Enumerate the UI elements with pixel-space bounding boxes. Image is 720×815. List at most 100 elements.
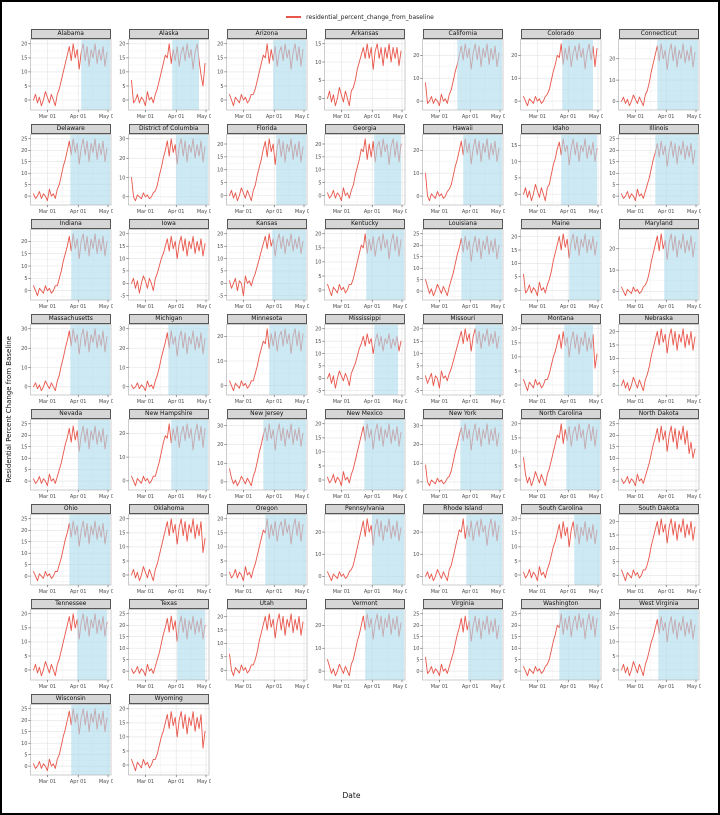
facet-florida: Florida 0 5 10 15 20 Mar 01 Apr 01 May 01 [211,124,309,219]
svg-text:20: 20 [119,156,125,162]
svg-text:Mar 01: Mar 01 [39,304,56,310]
svg-text:20: 20 [511,53,517,59]
facet-new-jersey: New Jersey 0 10 20 30 Mar 01 Apr 01 May 01 [211,409,309,504]
facet-strip: Delaware [30,124,111,134]
svg-text:Mar 01: Mar 01 [235,304,252,310]
facet-strip: Florida [226,124,307,134]
facet-strip: Kansas [226,219,307,229]
svg-text:10: 10 [315,60,321,66]
facet-panel: 0 10 20 Mar 01 Apr 01 May 01 [119,419,211,500]
svg-text:20: 20 [413,327,419,333]
facet-connecticut: Connecticut 0 10 20 Mar 01 Apr 01 May 01 [603,29,701,124]
facet-panel: -5 0 5 10 15 20 Mar 01 Apr 01 May 01 [217,229,309,310]
svg-text:Mar 01: Mar 01 [529,209,546,215]
svg-text:15: 15 [315,339,321,345]
facet-strip: New Jersey [226,409,307,419]
svg-text:May 01: May 01 [99,399,113,405]
svg-text:10: 10 [21,640,27,646]
svg-text:0: 0 [514,288,517,294]
svg-text:25: 25 [511,612,517,618]
svg-text:10: 10 [413,266,419,272]
svg-text:25: 25 [21,422,27,428]
svg-text:Mar 01: Mar 01 [529,399,546,405]
svg-text:0: 0 [416,99,419,105]
svg-text:20: 20 [119,346,125,352]
svg-text:Mar 01: Mar 01 [333,304,350,310]
facet-panel: 0 10 20 30 Mar 01 Apr 01 May 01 [217,419,309,500]
svg-text:30: 30 [21,327,27,333]
svg-text:Mar 01: Mar 01 [137,209,154,215]
svg-text:Apr 01: Apr 01 [658,589,675,595]
facet-panel: 0 5 10 15 20 25 Mar 01 Apr 01 May 01 [21,704,113,785]
svg-text:May 01: May 01 [197,399,211,405]
svg-text:10: 10 [21,365,27,371]
facet-panel: -5 0 5 10 15 20 Mar 01 Apr 01 May 01 [119,229,211,310]
facet-panel: 0 5 10 15 20 Mar 01 Apr 01 May 01 [217,514,309,595]
facet-strip: Illinois [618,124,699,134]
svg-text:15: 15 [511,341,517,347]
svg-text:20: 20 [413,243,419,249]
svg-text:20: 20 [119,232,125,238]
svg-text:-5: -5 [121,294,126,300]
svg-text:20: 20 [119,431,125,437]
svg-text:10: 10 [119,455,125,461]
svg-text:0: 0 [24,385,27,391]
svg-text:0: 0 [318,193,321,199]
svg-text:May 01: May 01 [197,779,211,785]
facet-nevada: Nevada 0 5 10 15 20 25 Mar 01 Apr 01 May 01 [15,409,113,504]
svg-text:15: 15 [609,626,615,632]
svg-text:20: 20 [413,442,419,448]
svg-text:0: 0 [122,385,125,391]
svg-text:5: 5 [24,654,27,660]
svg-text:5: 5 [612,560,615,566]
facet-panel: 0 10 20 Mar 01 Apr 01 May 01 [511,39,603,120]
facet-new-hampshire: New Hampshire 0 10 20 Mar 01 Apr 01 May 01 [113,409,211,504]
svg-text:5: 5 [416,364,419,370]
svg-text:25: 25 [413,612,419,618]
svg-text:5: 5 [24,84,27,90]
svg-text:Apr 01: Apr 01 [462,494,479,500]
facet-strip: Hawaii [422,124,503,134]
svg-text:20: 20 [217,142,223,148]
facet-strip: Vermont [324,599,405,609]
svg-text:Mar 01: Mar 01 [529,589,546,595]
svg-text:15: 15 [21,56,27,62]
svg-text:0: 0 [318,478,321,484]
svg-text:20: 20 [413,53,419,59]
svg-text:10: 10 [413,552,419,558]
facet-strip: Idaho [520,124,601,134]
svg-text:25: 25 [21,707,27,713]
svg-text:15: 15 [217,244,223,250]
svg-text:20: 20 [119,517,125,523]
svg-text:Apr 01: Apr 01 [560,399,577,405]
svg-text:10: 10 [609,356,615,362]
svg-text:15: 15 [315,42,321,48]
svg-text:10: 10 [21,171,27,177]
svg-text:5: 5 [220,180,223,186]
svg-text:Apr 01: Apr 01 [168,589,185,595]
svg-text:10: 10 [511,646,517,652]
svg-text:0: 0 [514,478,517,484]
svg-text:20: 20 [315,327,321,333]
svg-text:Apr 01: Apr 01 [364,209,381,215]
svg-text:-5: -5 [415,389,420,395]
svg-text:Mar 01: Mar 01 [39,494,56,500]
svg-text:May 01: May 01 [393,209,407,215]
svg-text:May 01: May 01 [491,494,505,500]
svg-text:10: 10 [413,171,419,177]
svg-text:20: 20 [217,614,223,620]
svg-text:20: 20 [413,623,419,629]
svg-text:May 01: May 01 [687,589,701,595]
facet-illinois: Illinois 0 5 10 15 20 25 Mar 01 Apr 01 May 01 [603,124,701,219]
svg-text:0: 0 [318,574,321,580]
svg-text:0: 0 [612,479,615,485]
svg-text:Mar 01: Mar 01 [137,399,154,405]
svg-text:May 01: May 01 [197,684,211,690]
svg-text:5: 5 [24,276,27,282]
facet-kentucky: Kentucky 0 5 10 15 20 Mar 01 Apr 01 May 01 [309,219,407,314]
svg-text:May 01: May 01 [197,304,211,310]
facet-panel: 0 5 10 15 20 25 Mar 01 Apr 01 May 01 [21,514,113,595]
svg-text:5: 5 [220,84,223,90]
facet-strip: Minnesota [226,314,307,324]
svg-text:Mar 01: Mar 01 [627,399,644,405]
